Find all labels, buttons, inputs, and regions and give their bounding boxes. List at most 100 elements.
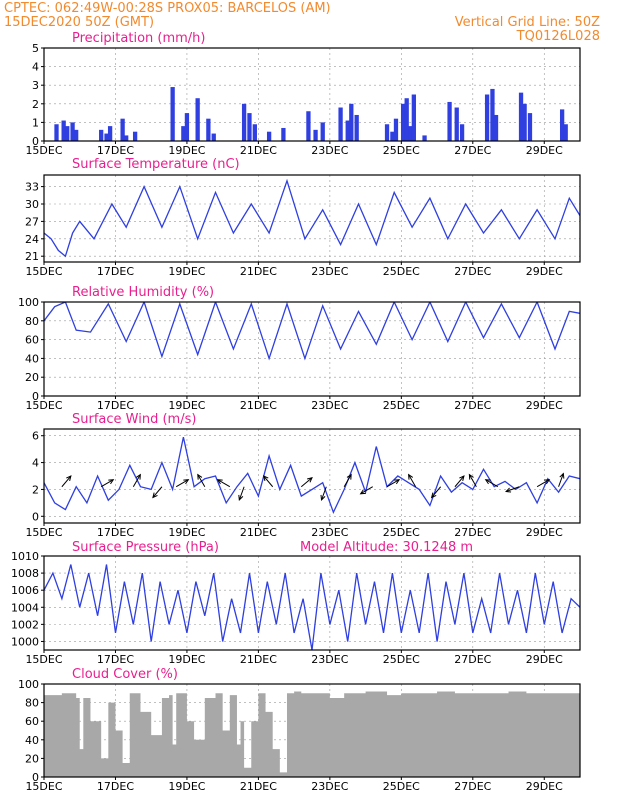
- wind-arrow: [468, 473, 477, 487]
- wind-arrow-shaft: [217, 479, 231, 488]
- panels: 0 1 2 3 4 5 15DEC 17DEC 19DEC 21DEC 23DEC 25DEC 27DE…: [11, 31, 581, 793]
- x-tick-label: 27DEC: [454, 780, 491, 793]
- panel-title: Precipitation (mm/h): [72, 31, 205, 46]
- wind-arrow-head: [152, 492, 158, 499]
- x-tick-label: 21DEC: [240, 780, 277, 793]
- x-tick-label: 29DEC: [526, 144, 563, 157]
- wind-arrow-shaft: [505, 486, 520, 493]
- x-tick-label: 17DEC: [97, 526, 134, 539]
- wind-arrow-shaft: [343, 474, 352, 487]
- wind-arrow-shaft: [300, 477, 313, 488]
- x-tick-label: 21DEC: [240, 144, 277, 157]
- y-tick-label: 6: [32, 430, 39, 443]
- x-tick-label: 17DEC: [97, 780, 134, 793]
- x-tick-label: 15DEC: [25, 526, 62, 539]
- series-line: [44, 302, 580, 361]
- x-tick-label: 15DEC: [25, 399, 62, 412]
- precip-bar: [99, 129, 104, 141]
- wind-arrow-head: [468, 473, 474, 480]
- wind-arrow: [152, 486, 163, 499]
- y-tick-label: 1: [32, 116, 39, 129]
- y-tick-label: 30: [25, 198, 39, 211]
- panel-title: Surface Wind (m/s): [72, 412, 196, 427]
- wind-arrow-shaft: [238, 486, 245, 501]
- x-tick-label: 15DEC: [25, 144, 62, 157]
- y-tick-label: 4: [32, 457, 39, 470]
- wind-arrow: [175, 479, 190, 488]
- axis-frame: [43, 428, 581, 524]
- y-tick-label: 100: [18, 296, 39, 309]
- plot-area: [44, 302, 580, 361]
- wind-arrow: [320, 486, 327, 501]
- precip-bar: [349, 103, 354, 141]
- wind-arrow-shaft: [558, 473, 564, 487]
- y-tick-label: 1004: [11, 601, 39, 614]
- plot-area: [44, 691, 580, 777]
- x-tick-label: 19DEC: [168, 780, 205, 793]
- axis-frame: [43, 683, 581, 778]
- wind-arrow-shaft: [485, 479, 499, 488]
- x-tick-label: 29DEC: [526, 526, 563, 539]
- wind-arrow: [197, 473, 206, 487]
- precip-bar: [354, 114, 359, 141]
- y-tick-label: 0: [32, 135, 39, 148]
- wind-arrow-head: [459, 475, 465, 481]
- x-tick-label: 27DEC: [454, 653, 491, 666]
- axis-frame: [43, 47, 581, 142]
- precip-bar: [459, 124, 465, 141]
- precip-bar: [181, 126, 186, 141]
- wind-arrow-shaft: [100, 479, 114, 488]
- precip-bar: [527, 113, 533, 141]
- y-tick-label: 80: [25, 315, 39, 328]
- panel-title: Surface Pressure (hPa): [72, 540, 219, 555]
- y-tick-label: 1006: [11, 584, 39, 597]
- wind-arrow-head: [197, 473, 203, 480]
- y-tick-label: 20: [25, 371, 39, 384]
- precip-bar: [61, 120, 66, 141]
- wind-arrow: [536, 479, 551, 488]
- y-tick-label: 24: [25, 233, 39, 246]
- panel-title: Surface Temperature (nC): [72, 157, 240, 172]
- x-tick-label: 17DEC: [97, 653, 134, 666]
- series-line: [44, 564, 580, 650]
- panel-annotation: Model Altitude: 30.1248 m: [300, 540, 473, 555]
- y-tick-label: 80: [25, 697, 39, 710]
- wind-arrow-head: [183, 479, 190, 485]
- y-tick-label: 1002: [11, 618, 39, 631]
- y-tick-label: 40: [25, 352, 39, 365]
- wind-arrow-shaft: [197, 474, 206, 487]
- cloud-cover-area: [44, 691, 580, 777]
- precip-bar: [522, 103, 527, 141]
- precip-bar: [390, 131, 395, 141]
- precip-bar: [195, 98, 200, 141]
- x-tick-label: 23DEC: [311, 780, 348, 793]
- x-tick-label: 15DEC: [25, 653, 62, 666]
- x-tick-label: 29DEC: [526, 653, 563, 666]
- wind-arrow-head: [216, 479, 223, 485]
- wind-arrow-head: [430, 492, 437, 499]
- precip-bar: [345, 120, 350, 141]
- y-tick-label: 40: [25, 734, 39, 747]
- series-line: [44, 178, 580, 258]
- wind-arrow-shaft: [263, 475, 274, 488]
- wind-arrow-head: [484, 479, 491, 485]
- y-tick-label: 1000: [11, 635, 39, 648]
- x-tick-label: 23DEC: [311, 399, 348, 412]
- y-tick-label: 100: [18, 678, 39, 691]
- wind-arrow: [454, 475, 465, 488]
- plot-area: [44, 436, 580, 514]
- x-tick-label: 25DEC: [383, 265, 420, 278]
- wind-arrow-head: [307, 477, 313, 483]
- wind-arrow: [300, 477, 313, 488]
- precip-bar: [170, 87, 175, 141]
- y-tick-label: 20: [25, 752, 39, 765]
- precip-bar: [393, 118, 399, 141]
- x-tick-label: 21DEC: [240, 653, 277, 666]
- axis-frame: [43, 301, 581, 397]
- x-tick-label: 21DEC: [240, 399, 277, 412]
- wind-arrow-shaft: [360, 486, 373, 495]
- x-tick-label: 17DEC: [97, 399, 134, 412]
- panel-4: 1000 1002 1004 1006 1008 1010 15DEC 17DEC 19DEC 2…: [11, 540, 581, 666]
- x-tick-label: 15DEC: [25, 780, 62, 793]
- wind-arrow-head: [262, 475, 269, 481]
